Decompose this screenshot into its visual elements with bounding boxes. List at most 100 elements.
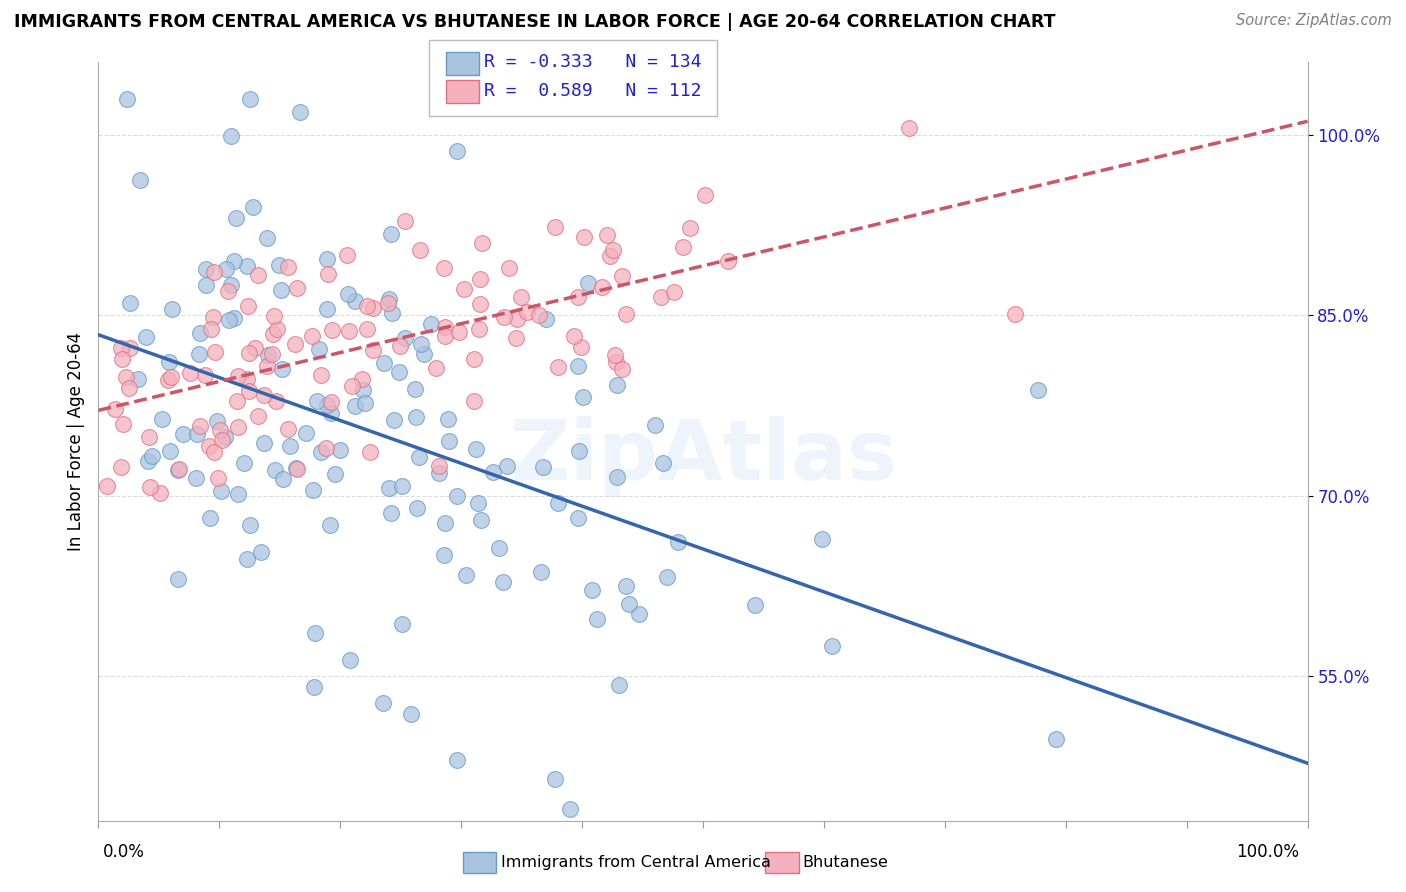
Point — [591, 279, 613, 293]
Point — [568, 443, 591, 458]
Point — [315, 442, 337, 456]
Point — [496, 458, 519, 473]
Point — [226, 369, 249, 384]
Point — [115, 370, 138, 384]
Point — [378, 481, 401, 495]
Point — [468, 272, 491, 286]
Point — [463, 393, 485, 408]
Text: ZipAtlas: ZipAtlas — [509, 417, 897, 497]
Point — [264, 463, 287, 477]
Point — [339, 653, 361, 667]
Point — [644, 417, 666, 432]
Point — [253, 388, 276, 402]
Point — [433, 328, 456, 343]
Point — [104, 401, 127, 416]
Point — [239, 518, 262, 533]
Point — [315, 301, 337, 316]
Point — [190, 326, 212, 341]
Point — [138, 430, 160, 444]
Point — [305, 394, 328, 409]
Point — [263, 309, 285, 323]
Point — [488, 541, 510, 556]
Point — [572, 390, 595, 404]
Point — [209, 423, 232, 437]
Point — [377, 295, 399, 310]
Point — [226, 420, 249, 434]
Point — [167, 463, 190, 477]
Point — [505, 331, 527, 345]
Point — [110, 342, 132, 356]
Point — [246, 268, 269, 282]
Point — [198, 439, 221, 453]
Point — [236, 259, 259, 273]
Point — [172, 427, 194, 442]
Point — [433, 548, 456, 562]
Point — [744, 599, 766, 613]
Point — [337, 325, 360, 339]
Point — [222, 253, 245, 268]
Point — [264, 393, 287, 408]
Point — [319, 406, 342, 420]
Point — [205, 414, 228, 428]
Text: R =  0.589   N = 112: R = 0.589 N = 112 — [484, 82, 702, 100]
Point — [529, 565, 551, 579]
Point — [619, 597, 641, 611]
Point — [233, 456, 256, 470]
Point — [606, 470, 628, 484]
Point — [157, 373, 180, 387]
Point — [544, 219, 567, 234]
Point — [373, 696, 395, 710]
Point — [1028, 384, 1050, 398]
Point — [316, 398, 339, 412]
Point — [427, 458, 450, 473]
Point — [284, 461, 307, 475]
Point — [179, 366, 201, 380]
Point — [242, 200, 264, 214]
Point — [284, 336, 307, 351]
Point — [510, 291, 533, 305]
Point — [256, 231, 278, 245]
Point — [419, 317, 441, 331]
Point — [434, 319, 457, 334]
Point — [118, 341, 141, 355]
Point — [96, 478, 118, 492]
Point — [187, 346, 209, 360]
Point — [388, 365, 411, 379]
Point — [344, 294, 367, 309]
Point — [1004, 307, 1026, 321]
Point — [405, 409, 427, 424]
Point — [381, 306, 404, 320]
Point — [219, 129, 242, 144]
Point — [111, 352, 134, 367]
Text: 100.0%: 100.0% — [1236, 843, 1299, 861]
Point — [606, 377, 628, 392]
Point — [569, 340, 592, 354]
Point — [309, 445, 332, 459]
Point — [433, 260, 456, 275]
Point — [361, 301, 384, 315]
Point — [405, 382, 427, 396]
Point — [273, 471, 295, 485]
Point — [285, 280, 308, 294]
Point — [217, 285, 239, 299]
Point — [468, 296, 491, 310]
Point — [285, 461, 308, 475]
Point — [614, 579, 637, 593]
Point — [127, 372, 149, 386]
Point — [195, 278, 218, 293]
Point — [576, 276, 599, 290]
Point — [547, 495, 569, 509]
Point — [373, 356, 395, 370]
Point — [238, 91, 260, 105]
Point — [409, 244, 432, 258]
Point — [238, 384, 260, 398]
Point — [135, 329, 157, 343]
Point — [319, 394, 342, 409]
Point — [602, 244, 624, 258]
Text: IMMIGRANTS FROM CENTRAL AMERICA VS BHUTANESE IN LABOR FORCE | AGE 20-64 CORRELAT: IMMIGRANTS FROM CENTRAL AMERICA VS BHUTA… — [14, 13, 1056, 31]
Point — [309, 368, 332, 382]
Point — [266, 322, 288, 336]
Point — [302, 681, 325, 695]
Point — [572, 229, 595, 244]
Point — [316, 267, 339, 281]
